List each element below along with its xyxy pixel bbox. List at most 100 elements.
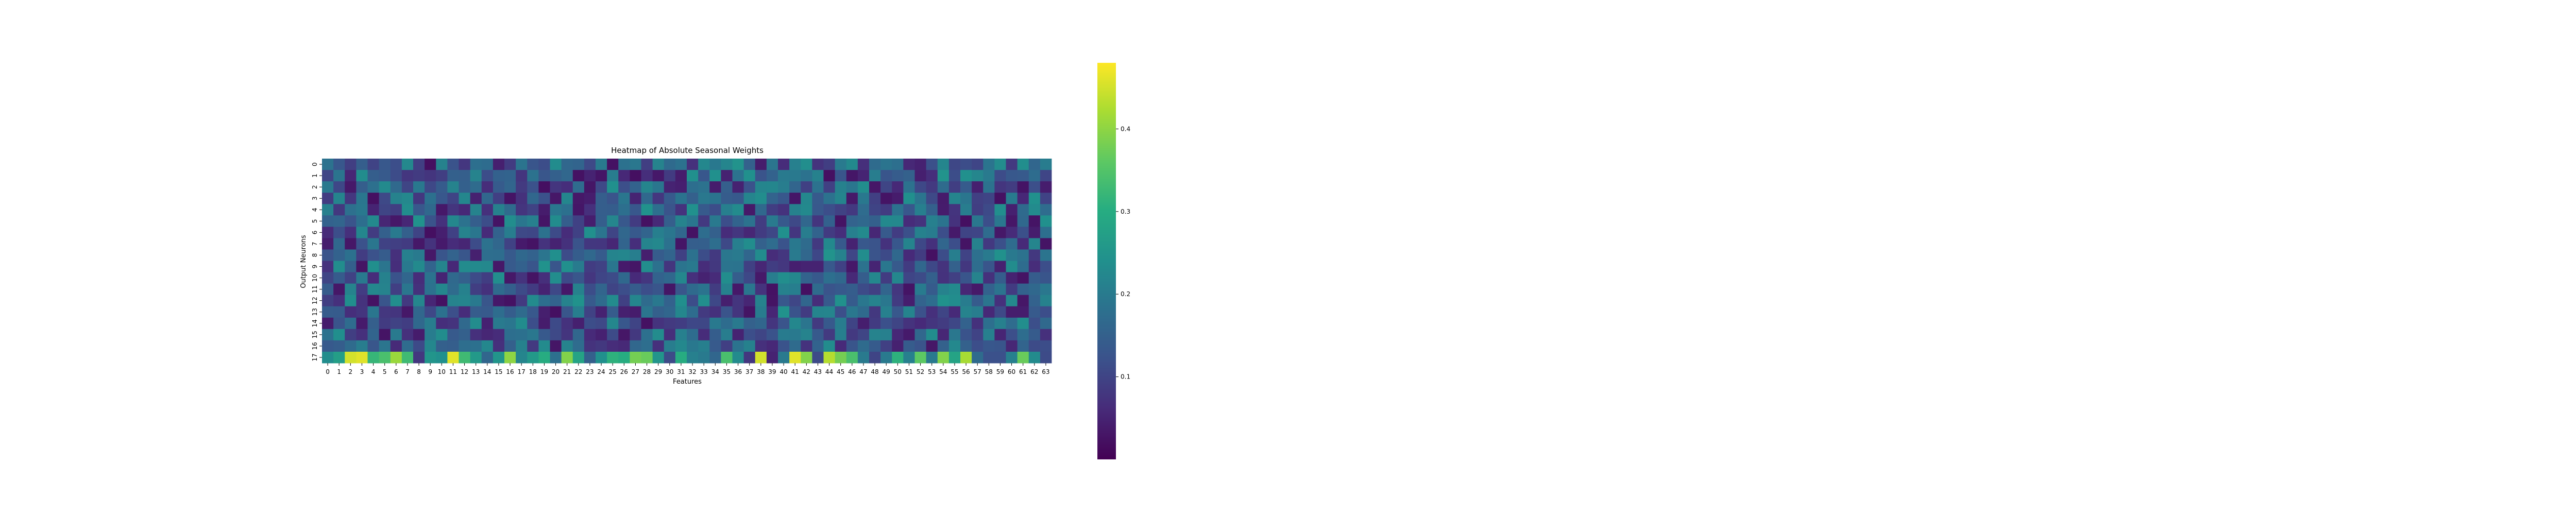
heatmap-cell [630, 283, 641, 296]
heatmap-cell [880, 193, 892, 204]
heatmap-cell [470, 215, 482, 227]
x-tick-label: 10 [438, 368, 446, 375]
heatmap-cell [721, 249, 733, 261]
heatmap-cell [687, 227, 699, 238]
heatmap-cell [994, 204, 1006, 216]
heatmap-cell [857, 204, 870, 216]
heatmap-cell [516, 193, 528, 204]
heatmap-cell [425, 340, 436, 352]
heatmap-cell [322, 215, 334, 227]
heatmap-cell [459, 283, 471, 296]
heatmap-cell [801, 340, 812, 352]
x-tick-label: 49 [883, 368, 890, 375]
heatmap-cell [538, 238, 550, 250]
heatmap-cell [470, 159, 482, 170]
x-tick-label: 54 [939, 368, 947, 375]
heatmap-cell [425, 261, 436, 272]
heatmap-cell [561, 283, 573, 296]
heatmap-cell [709, 329, 721, 341]
heatmap-cell [641, 159, 653, 170]
x-tick-label: 12 [461, 368, 468, 375]
heatmap-cell [504, 159, 516, 170]
heatmap-cell [322, 295, 334, 307]
heatmap-cell [322, 261, 334, 272]
heatmap-cell [778, 204, 790, 216]
heatmap-cell [572, 238, 585, 250]
heatmap-cell [367, 317, 380, 330]
heatmap-cell [948, 193, 961, 204]
heatmap-cell [345, 181, 357, 193]
heatmap-cell [401, 227, 414, 238]
heatmap-cell [743, 249, 756, 261]
heatmap-cell [755, 317, 767, 330]
heatmap-cell [914, 227, 927, 238]
heatmap-cell [481, 272, 494, 284]
heatmap-cell [823, 227, 836, 238]
heatmap-cell [356, 317, 368, 330]
heatmap-cell [607, 238, 619, 250]
heatmap-cell [983, 181, 995, 193]
heatmap-cell [470, 204, 482, 216]
heatmap-cell [641, 261, 653, 272]
heatmap-cell [892, 238, 904, 250]
heatmap-cell [425, 295, 436, 307]
heatmap-cell [447, 170, 459, 182]
heatmap-cell [801, 204, 812, 216]
heatmap-cell [607, 181, 619, 193]
heatmap-cell [356, 238, 368, 250]
heatmap-cell [345, 170, 357, 182]
x-tick-label: 2 [348, 368, 352, 375]
heatmap-cell [527, 204, 539, 216]
heatmap-cell [584, 170, 596, 182]
heatmap-cell [766, 295, 778, 307]
heatmap-cell [652, 249, 665, 261]
heatmap-cell [538, 249, 550, 261]
x-tick-label: 22 [574, 368, 582, 375]
heatmap-cell [960, 306, 972, 318]
heatmap-cell [880, 272, 892, 284]
heatmap-cell [538, 159, 550, 170]
heatmap-cell [572, 351, 585, 364]
heatmap-cell [823, 329, 836, 341]
heatmap-cell [892, 193, 904, 204]
heatmap-cell [801, 295, 812, 307]
heatmap-cell [857, 170, 870, 182]
heatmap-cell [550, 215, 562, 227]
heatmap-cell [333, 261, 345, 272]
x-tick-label: 38 [757, 368, 765, 375]
heatmap-cell [470, 181, 482, 193]
heatmap-cell [1006, 340, 1018, 352]
heatmap-cell [481, 170, 494, 182]
heatmap-cell [425, 215, 436, 227]
heatmap-cell [481, 215, 494, 227]
heatmap-cell [618, 340, 630, 352]
heatmap-cell [857, 193, 870, 204]
heatmap-cell [675, 204, 687, 216]
heatmap-cell [1006, 170, 1018, 182]
heatmap-cell [584, 215, 596, 227]
heatmap-cell [937, 193, 950, 204]
heatmap-cell [1040, 261, 1052, 272]
heatmap-cell [413, 295, 425, 307]
heatmap-cell [345, 317, 357, 330]
heatmap-cell [778, 227, 790, 238]
heatmap-cell [766, 193, 778, 204]
heatmap-cell [596, 193, 607, 204]
heatmap-cell [698, 181, 710, 193]
heatmap-cell [812, 351, 824, 364]
heatmap-cell [937, 295, 950, 307]
heatmap-cell [436, 249, 448, 261]
heatmap-cell [937, 272, 950, 284]
heatmap-cell [436, 295, 448, 307]
heatmap-cell [675, 181, 687, 193]
heatmap-cell [356, 249, 368, 261]
heatmap-cell [857, 272, 870, 284]
heatmap-cell [504, 204, 516, 216]
y-tick-label: 7 [311, 242, 318, 246]
x-tick-label: 14 [483, 368, 491, 375]
heatmap-cell [812, 170, 824, 182]
heatmap-cell [459, 306, 471, 318]
heatmap-cell [425, 329, 436, 341]
heatmap-cell [561, 272, 573, 284]
heatmap-cell [732, 159, 744, 170]
